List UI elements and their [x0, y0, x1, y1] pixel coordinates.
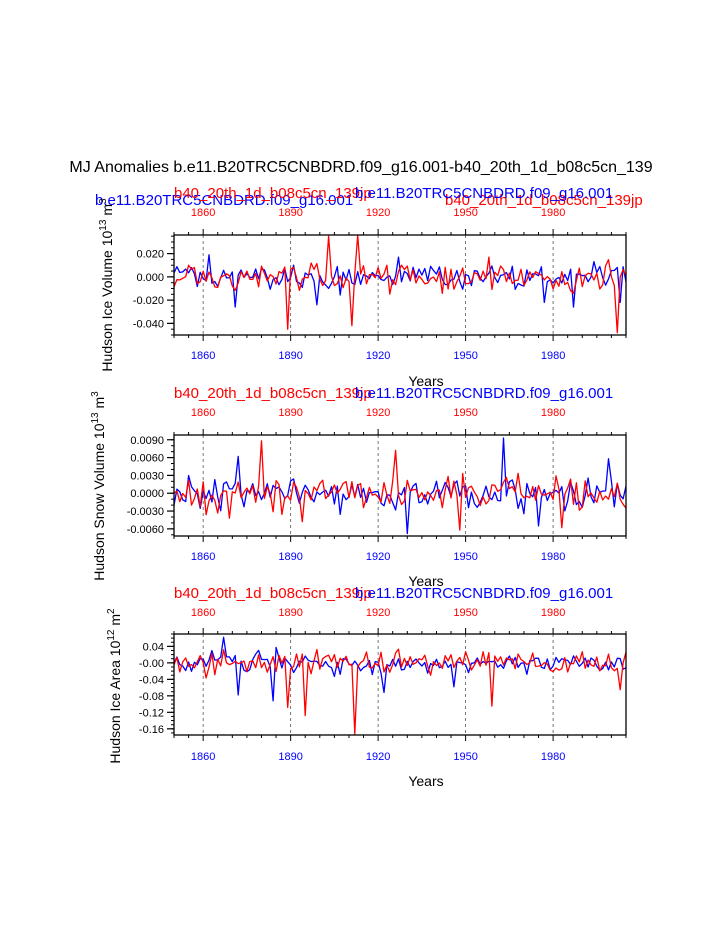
x-tick-label-bottom: 1920 [366, 551, 390, 563]
series-line-red [174, 440, 626, 531]
panel-label-left: b40_20th_1d_b08c5cn_139jp [174, 385, 372, 402]
chart-panels: 1860 1890 1920 1950 1980 1860 1890 1920 1950 1980… [90, 185, 627, 789]
x-tick-label-top: 1920 [366, 407, 390, 419]
x-axis-label: Years [408, 373, 443, 389]
x-axis-label: Years [408, 773, 443, 789]
chart-panel-3: 1860 1890 1920 1950 1980 1860 1890 1920 1950 1980… [106, 585, 627, 789]
x-tick-label-top: 1920 [366, 607, 390, 619]
x-tick-label-top: 1950 [453, 207, 477, 219]
x-tick-label-top: 1890 [278, 407, 302, 419]
figure-title: MJ Anomalies b.e11.B20TRC5CNBDRD.f09_g16… [69, 159, 652, 176]
x-tick-label-top: 1980 [541, 407, 565, 419]
x-tick-label-top: 1950 [453, 407, 477, 419]
panel-label-right: b.e11.B20TRC5CNBDRD.f09_g16.001 [355, 385, 613, 402]
x-tick-label-top: 1860 [191, 207, 215, 219]
chart-panel-1: 1860 1890 1920 1950 1980 1860 1890 1920 1950 1980… [98, 185, 627, 389]
x-tick-label-bottom: 1860 [191, 751, 215, 763]
y-axis-label: Hudson Ice Volume 1013 m3 [98, 198, 115, 372]
x-tick-label-bottom: 1920 [366, 350, 390, 362]
x-tick-label-bottom: 1890 [278, 551, 302, 563]
x-tick-label-bottom: 1860 [191, 350, 215, 362]
y-tick-label: -0.08 [139, 691, 164, 703]
y-tick-label: -0.16 [139, 724, 164, 736]
x-tick-label-bottom: 1860 [191, 551, 215, 563]
series-line-blue [174, 254, 626, 308]
x-tick-label-bottom: 1980 [541, 350, 565, 362]
chart-panel-2: 1860 1890 1920 1950 1980 1860 1890 1920 1950 1980… [90, 385, 627, 589]
overlap-label-blue: b.e11.B20TRC5CNBDRD.f09_g16.001 [95, 192, 353, 209]
y-axis-label-part: 2 [106, 608, 117, 614]
y-axis-label-part: Hudson Ice Area 10 [107, 640, 123, 763]
y-tick-label: 0.0000 [130, 488, 164, 500]
y-axis-label-part: Hudson Ice Volume 10 [99, 230, 115, 371]
series-line-blue [174, 636, 626, 702]
x-tick-label-top: 1980 [541, 207, 565, 219]
panel-label-right: b.e11.B20TRC5CNBDRD.f09_g16.001 [355, 185, 613, 202]
y-axis-label-part: 3 [90, 391, 101, 397]
x-tick-label-bottom: 1980 [541, 751, 565, 763]
series-line-red [174, 648, 626, 735]
y-tick-label: 0.000 [136, 272, 164, 284]
y-axis-label: Hudson Ice Area 1012 m2 [106, 608, 123, 764]
x-tick-label-bottom: 1950 [453, 751, 477, 763]
x-tick-label-bottom: 1980 [541, 551, 565, 563]
y-tick-label: 0.0060 [130, 453, 164, 465]
x-tick-label-bottom: 1890 [278, 751, 302, 763]
x-tick-label-top: 1890 [278, 207, 302, 219]
plot-frame [173, 234, 627, 336]
y-axis-label-part: m [99, 204, 115, 220]
y-axis-label-part: 12 [106, 629, 117, 641]
panel-label-left: b40_20th_1d_b08c5cn_139jp [174, 185, 372, 202]
x-tick-label-bottom: 1920 [366, 751, 390, 763]
x-tick-label-top: 1890 [278, 607, 302, 619]
x-tick-label-bottom: 1950 [453, 551, 477, 563]
plot-frame [173, 434, 627, 537]
overlap-label-red: b40_20th_1d_b08c5cn_139jp [445, 192, 643, 209]
x-tick-label-bottom: 1890 [278, 350, 302, 362]
x-tick-label-top: 1860 [191, 607, 215, 619]
y-tick-label: -0.0030 [127, 506, 164, 518]
plot-frame [173, 633, 627, 736]
y-tick-label: 0.04 [143, 641, 164, 653]
y-tick-label: -0.020 [133, 295, 164, 307]
y-tick-label: -0.04 [139, 674, 164, 686]
y-tick-label: 0.0090 [130, 435, 164, 447]
y-axis-label-part: m [107, 614, 123, 630]
y-axis-label: Hudson Snow Volume 1013 m3 [90, 391, 107, 581]
x-tick-label-top: 1860 [191, 407, 215, 419]
series-line-red [174, 235, 626, 334]
y-tick-label: -0.00 [139, 658, 164, 670]
y-tick-label: 0.0030 [130, 470, 164, 482]
y-axis-label-part: Hudson Snow Volume 10 [91, 423, 107, 580]
y-tick-label: -0.040 [133, 318, 164, 330]
x-tick-label-top: 1950 [453, 607, 477, 619]
x-tick-label-top: 1980 [541, 607, 565, 619]
x-tick-label-bottom: 1950 [453, 350, 477, 362]
x-axis-label: Years [408, 573, 443, 589]
y-tick-label: -0.12 [139, 707, 164, 719]
y-axis-label-part: 13 [90, 412, 101, 424]
x-tick-label-top: 1920 [366, 207, 390, 219]
y-tick-label: -0.0060 [127, 524, 164, 536]
y-tick-label: 0.020 [136, 249, 164, 261]
y-axis-label-part: m [91, 397, 107, 413]
y-axis-label-part: 13 [98, 219, 109, 231]
panel-label-right: b.e11.B20TRC5CNBDRD.f09_g16.001 [355, 585, 613, 602]
panel-label-left: b40_20th_1d_b08c5cn_139jp [174, 585, 372, 602]
y-axis-label-part: 3 [98, 198, 109, 204]
